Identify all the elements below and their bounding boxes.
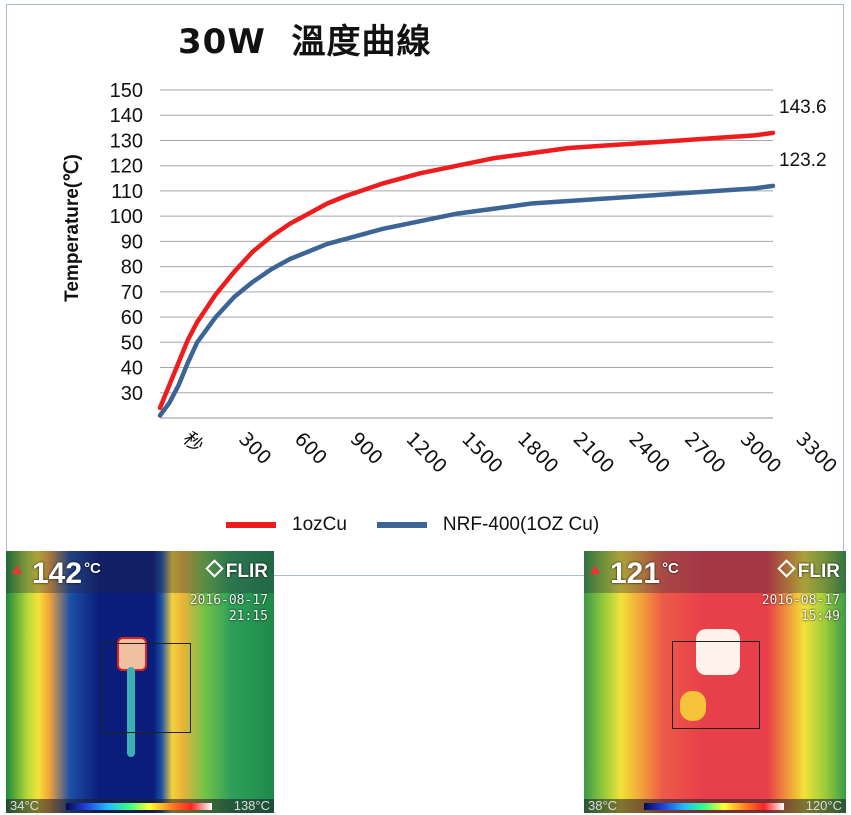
x-tick-label: 1500 [457, 428, 507, 478]
marker-icon [590, 565, 600, 574]
hot-trace [680, 691, 706, 721]
thermal-scale-max: 120°C [805, 798, 842, 813]
legend-swatch-nrf400 [376, 522, 427, 528]
marker-icon [12, 565, 22, 574]
flir-diamond-icon [777, 559, 796, 578]
y-tick-label: 70 [121, 282, 143, 304]
thermal-scale-min: 34°C [10, 798, 40, 813]
x-tick-label: 2700 [680, 428, 730, 478]
y-tick-label: 30 [121, 383, 143, 405]
y-tick-label: 80 [121, 257, 143, 279]
legend-label-nrf400: NRF-400(1OZ Cu) [442, 514, 600, 535]
thermal-date: 2016-08-17 [189, 593, 268, 608]
chart-legend: 1ozCu NRF-400(1OZ Cu) [226, 514, 629, 536]
measure-box [672, 641, 760, 729]
legend-item-nrf400: NRF-400(1OZ Cu) [376, 514, 600, 536]
x-tick-label: 2100 [569, 428, 619, 478]
flir-diamond-icon [205, 559, 224, 578]
x-tick-label: 2400 [624, 428, 674, 478]
thermal-scale-min: 38°C [588, 798, 618, 813]
x-tick-label: 3300 [791, 428, 841, 478]
x-tick-label: 1800 [513, 428, 563, 478]
thermal-scale-max: 138°C [233, 798, 270, 813]
x-tick-label: 3000 [736, 428, 786, 478]
hot-trace [127, 667, 135, 757]
thermal-time: 21:15 [228, 609, 268, 624]
y-tick-label: 60 [121, 307, 143, 329]
series-line-1ozcu [157, 130, 776, 411]
thermal-temperature: 142 °C [32, 557, 101, 590]
measure-box [101, 643, 191, 733]
y-tick-label: 130 [110, 130, 143, 152]
x-tick-label: 1200 [401, 428, 451, 478]
thermal-color-scale [644, 803, 784, 810]
y-tick-label: 120 [110, 156, 143, 178]
thermal-image-right: 121 °C FLIR 2016-08-17 15:49 38°C 120°C [584, 551, 846, 813]
y-tick-label: 50 [121, 332, 143, 354]
x-tick-label: 300 [234, 428, 275, 469]
y-tick-label: 90 [121, 231, 143, 253]
y-tick-label: 150 [110, 80, 143, 102]
thermal-image-left: 142 °C FLIR 2016-08-17 21:15 34°C 138°C [6, 551, 274, 813]
thermal-top-overlay [6, 551, 274, 593]
x-tick-label: 秒 [178, 428, 207, 457]
hotspot [696, 629, 740, 675]
thermal-color-scale [66, 803, 212, 810]
chart-title: 30W 溫度曲線 [178, 22, 432, 62]
y-tick-label: 40 [121, 358, 143, 380]
y-tick-label: 100 [110, 206, 143, 228]
flir-logo: FLIR [205, 559, 268, 583]
x-tick-label: 600 [290, 428, 331, 469]
y-tick-label: 140 [110, 105, 143, 127]
y-axis-label: Temperature(℃) [62, 154, 83, 302]
hotspot [117, 637, 147, 671]
thermal-time: 15:49 [800, 609, 840, 624]
chart-frame [6, 4, 844, 576]
series-line-nrf400 [157, 183, 776, 418]
thermal-top-overlay [584, 551, 846, 593]
legend-item-1ozcu: 1ozCu [226, 514, 347, 536]
thermal-date: 2016-08-17 [761, 593, 840, 608]
legend-swatch-1ozcu [226, 522, 276, 528]
y-tick-label: 110 [111, 181, 143, 203]
series-end-label: 143.6 [779, 97, 827, 118]
line-chart: 150 140 130 120 110 100 90 80 70 60 50 40 30 秒 300 600 9… [62, 80, 841, 478]
flir-logo: FLIR [777, 559, 840, 583]
x-tick-label: 900 [346, 428, 387, 469]
series-end-label: 123.2 [779, 150, 827, 171]
legend-label-1ozcu: 1ozCu [292, 514, 347, 535]
thermal-temperature: 121 °C [610, 557, 679, 590]
